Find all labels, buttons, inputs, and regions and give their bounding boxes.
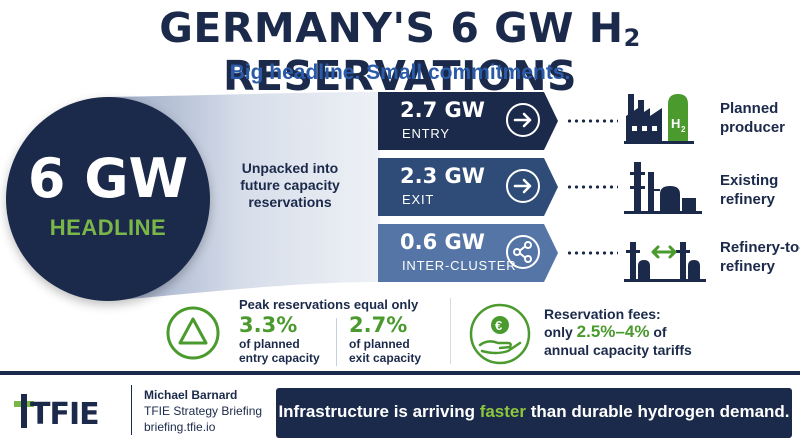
band-exit: 2.3 GW EXIT [378, 158, 558, 216]
arrow-right-icon [506, 169, 540, 203]
stat-entry: 3.3% of planned entry capacity [239, 313, 339, 365]
unpacked-text: Unpacked into future capacity reservatio… [240, 160, 340, 210]
share-icon [506, 235, 540, 269]
svg-text:H: H [671, 116, 680, 131]
dotted-connector [566, 185, 618, 189]
dest-label-refinery: Existing refinery [720, 172, 779, 208]
band-inter-cluster: 0.6 GW INTER-CLUSTER [378, 224, 558, 282]
peak-heading: Peak reservations equal only [239, 297, 419, 312]
arrow-right-icon [506, 103, 540, 137]
band-value: 2.3 GW [400, 164, 485, 188]
footer-divider [131, 385, 132, 435]
tfie-logo: TFIE [14, 394, 100, 431]
band-value: 0.6 GW [400, 230, 485, 254]
headline-label: HEADLINE [49, 215, 167, 240]
svg-text:TFIE: TFIE [30, 397, 99, 431]
delta-icon [166, 306, 220, 360]
dotted-connector [566, 119, 618, 123]
dest-label-refinery-to-refinery: Refinery-to- refinery [720, 239, 800, 275]
headline-value: 6 GW [27, 147, 189, 210]
dotted-connector [566, 251, 618, 255]
h2-factory-icon: H 2 [624, 94, 694, 144]
headline-circle: 6 GW HEADLINE [6, 97, 210, 301]
band-label: INTER-CLUSTER [402, 258, 517, 273]
stat-desc: exit capacity [349, 351, 422, 365]
band-label: EXIT [402, 192, 435, 207]
stat-pct: 2.7% [349, 313, 408, 337]
tagline-text: Infrastructure is arriving faster than d… [278, 402, 790, 421]
euro-hand-icon: € [469, 303, 531, 365]
dest-label-producer: Planned producer [720, 100, 786, 136]
section-divider [450, 298, 451, 364]
author-block: Michael Barnard TFIE Strategy Briefing b… [144, 388, 263, 434]
tagline-banner: Infrastructure is arriving faster than d… [276, 388, 792, 438]
fees-text: Reservation fees: only 2.5%–4% of annual… [544, 306, 692, 358]
band-entry: 2.7 GW ENTRY [378, 92, 558, 150]
stat-pct: 3.3% [239, 313, 298, 337]
stat-desc: of planned [349, 337, 410, 351]
band-value: 2.7 GW [400, 98, 485, 122]
refinery-exchange-icon [624, 242, 706, 282]
refinery-icon [624, 162, 702, 214]
stat-desc: entry capacity [239, 351, 320, 365]
band-label: ENTRY [402, 126, 450, 141]
stat-exit: 2.7% of planned exit capacity [349, 313, 449, 365]
svg-text:2: 2 [681, 125, 686, 134]
page-subtitle: Big headline. Small commitments. [229, 61, 571, 84]
svg-text:€: € [495, 318, 502, 333]
footer-rule [0, 371, 800, 375]
stat-desc: of planned [239, 337, 300, 351]
stat-divider [336, 318, 337, 366]
